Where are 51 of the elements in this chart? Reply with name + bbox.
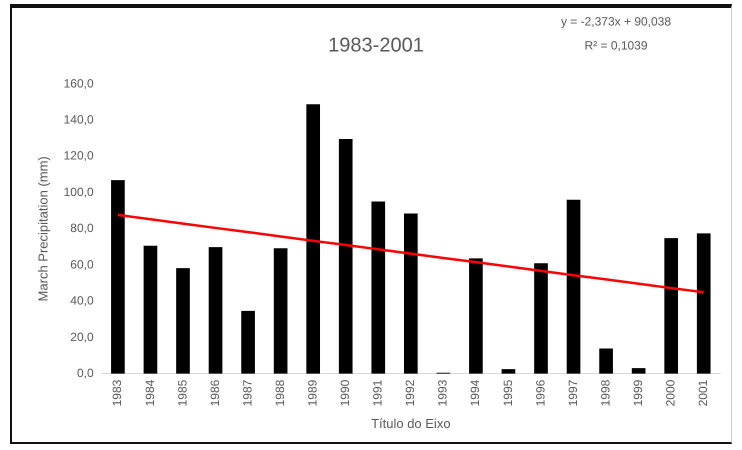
y-tick-label: 20,0 [70,330,94,344]
y-tick-label: 60,0 [70,257,94,272]
x-tick-label: 1995 [500,379,515,406]
x-tick-label: 1993 [436,379,450,406]
y-tick-label: 40,0 [70,294,94,308]
bar [664,238,678,374]
bar [208,247,222,374]
bar [469,258,483,374]
y-tick-label: 80,0 [70,221,94,236]
x-tick-label: 2000 [663,379,678,406]
y-tick-label: 140,0 [64,112,94,127]
x-tick-label: 1998 [598,379,612,406]
x-tick-label: 1997 [566,379,580,406]
x-tick-label: 1984 [142,379,157,406]
bar [144,246,158,374]
x-tick-label: 1983 [110,379,124,406]
y-tick-label: 0,0 [76,366,94,380]
bar [404,213,418,374]
x-tick-label: 1999 [630,379,645,406]
x-tick-label: 1994 [468,379,482,406]
x-tick-label: 1992 [403,379,418,406]
bar [111,180,125,374]
x-tick-label: 1996 [533,379,548,406]
y-axis-title: March Precipitation (mm) [35,156,50,302]
x-tick-label: 1988 [272,379,287,406]
y-tick-label: 120,0 [64,148,94,163]
x-tick-label: 1990 [338,379,352,406]
x-tick-label: 2001 [696,379,710,406]
bar [632,368,646,374]
bar [566,200,580,374]
bar [274,248,288,374]
x-tick-label: 1989 [305,379,320,406]
y-tick-label: 100,0 [64,184,94,199]
bar [371,202,386,374]
bar [502,369,516,374]
x-axis-title: Título do Eixo [371,416,451,431]
y-tick-label: 160,0 [64,76,94,90]
bar [534,263,548,374]
text: y = -2,373x + 90,038 [560,14,672,28]
x-tick-label: 1987 [240,379,254,406]
bar [176,268,190,374]
chart-title: 1983-2001 [328,34,424,57]
bar [599,348,613,374]
x-tick-label: 1985 [175,379,190,406]
bar [241,310,255,374]
text: R² = 0,1039 [584,38,648,52]
bar [306,104,320,374]
x-tick-label: 1991 [370,379,385,406]
bar [696,233,711,374]
x-tick-label: 1986 [208,379,222,406]
bar [338,139,353,374]
